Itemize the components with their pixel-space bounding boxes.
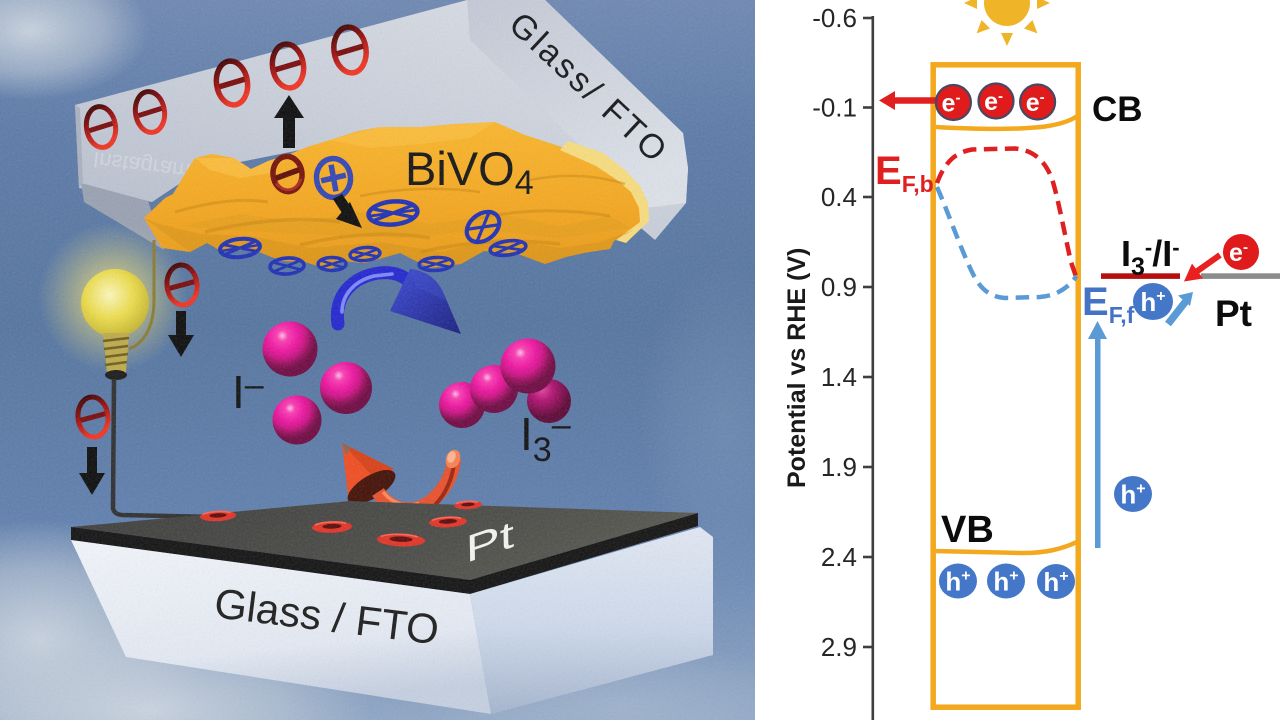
svg-text:0.4: 0.4 bbox=[821, 182, 857, 212]
svg-text:VB: VB bbox=[941, 509, 994, 551]
svg-text:1.9: 1.9 bbox=[821, 452, 857, 482]
svg-text:-0.6: -0.6 bbox=[812, 3, 857, 33]
svg-text:-0.1: -0.1 bbox=[812, 93, 857, 123]
svg-text:EF,f: EF,f bbox=[1082, 280, 1135, 328]
svg-text:2.4: 2.4 bbox=[821, 542, 857, 572]
svg-text:2.9: 2.9 bbox=[821, 632, 857, 662]
svg-text:CB: CB bbox=[1092, 90, 1143, 129]
svg-text:Potential vs RHE (V): Potential vs RHE (V) bbox=[783, 248, 811, 488]
svg-text:I3-/I-: I3-/I- bbox=[1121, 233, 1180, 281]
svg-text:1.4: 1.4 bbox=[821, 362, 857, 392]
svg-text:Pt: Pt bbox=[1215, 293, 1252, 334]
svg-text:0.9: 0.9 bbox=[821, 272, 857, 302]
